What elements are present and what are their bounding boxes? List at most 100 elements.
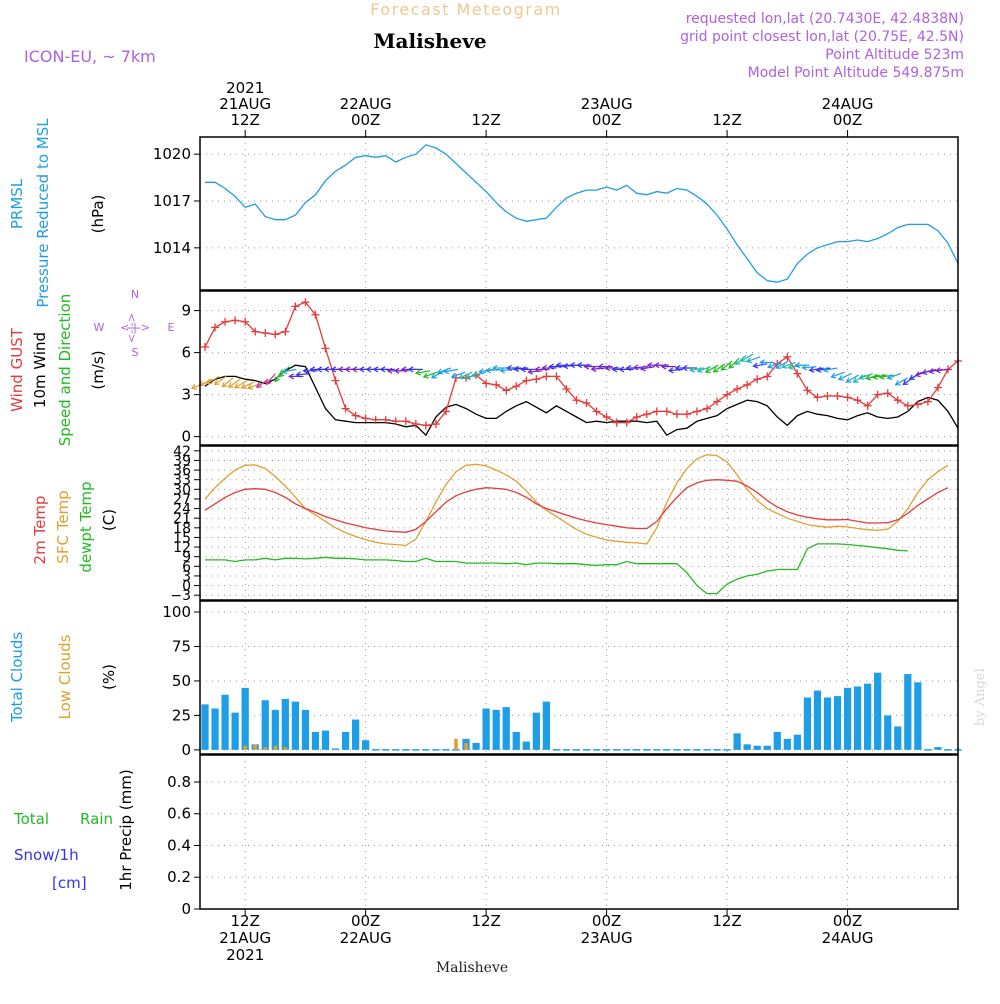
- wind-arrow-head: [407, 366, 414, 373]
- precip-label-snow: Snow/1h: [14, 846, 79, 864]
- wind-arrow: [740, 353, 754, 362]
- wind-arrow-head: [274, 376, 280, 383]
- total-cloud-bar: [522, 741, 530, 750]
- y-tick-label: 3: [181, 386, 191, 404]
- wind-arrow-head: [759, 359, 765, 366]
- credit-watermark: by Angel: [973, 668, 988, 726]
- wind-arrow: [746, 356, 761, 363]
- precip-label-cm: [cm]: [52, 874, 87, 892]
- wind-10m-series-line: [204, 364, 959, 437]
- wind-arrow-head: [527, 368, 534, 375]
- total-cloud-bar: [773, 731, 781, 750]
- wind-arrow: [713, 363, 726, 373]
- temp-label-sfc: SFC Temp: [54, 490, 72, 563]
- total-cloud-bar: [874, 672, 882, 750]
- y-tick-label: 30: [173, 482, 191, 498]
- frames-layer: [194, 130, 959, 916]
- time-label-bottom: 00Z: [351, 912, 380, 930]
- y-tick-label: −3: [170, 588, 191, 604]
- low-cloud-bar: [253, 744, 258, 750]
- compass-e: E: [168, 321, 175, 334]
- wind-arrow: [222, 377, 234, 388]
- time-label-top: 00Z: [833, 111, 862, 129]
- wind-arrow-head: [295, 371, 302, 378]
- total-cloud-bar: [743, 744, 751, 750]
- total-cloud-bar: [914, 682, 922, 750]
- wind-arrow: [199, 378, 213, 386]
- time-label-top: 23AUG: [581, 95, 633, 113]
- total-cloud-bar: [221, 694, 229, 750]
- pressure-label-prmsl: PRMSL: [8, 178, 26, 229]
- y-tick-label: 50: [172, 672, 191, 690]
- y-tick-label: 9: [181, 302, 191, 320]
- total-cloud-bar: [753, 745, 761, 750]
- grid-layer: [200, 137, 958, 910]
- time-label-bottom: 00Z: [833, 912, 862, 930]
- wind-arrow-head: [485, 367, 491, 374]
- wind-arrow-head: [858, 374, 865, 380]
- compass-arrow-v: <-|->: [125, 313, 138, 343]
- y-tick-label: 0: [181, 428, 191, 446]
- requested-coords: requested lon,lat (20.7430E, 42.4838N): [686, 11, 964, 27]
- total-cloud-bar: [853, 686, 862, 750]
- temp-label-dewpt: dewpt Temp: [77, 481, 95, 572]
- total-cloud-bar: [763, 745, 771, 750]
- y-tick-label: 25: [172, 706, 191, 724]
- wind-arrow-head: [646, 362, 653, 369]
- total-cloud-bar: [813, 690, 822, 750]
- wind-arrow-head: [240, 383, 247, 390]
- cloud-label-total: Total Clouds: [8, 632, 26, 724]
- wind-arrow-head: [309, 366, 316, 373]
- wind-arrow-head: [351, 366, 358, 373]
- y-tick-label: 15: [173, 530, 191, 546]
- wind-arrow: [423, 371, 438, 378]
- wind-arrow: [720, 360, 733, 371]
- 2m-temp-series-line: [204, 479, 949, 533]
- wind-arrow: [444, 368, 459, 373]
- cloud-unit: (%): [100, 664, 118, 690]
- wind-arrow-head: [430, 373, 437, 379]
- total-cloud-bar: [301, 709, 310, 750]
- total-cloud-bar: [281, 698, 289, 750]
- y-tick-label: 0.6: [167, 805, 191, 823]
- precip-label-total: Total: [13, 810, 49, 828]
- total-cloud-bar: [271, 709, 279, 750]
- wind-arrow-head: [213, 379, 220, 386]
- wind-arrow-head: [278, 371, 285, 378]
- wind-arrow-head: [745, 357, 753, 364]
- wind-arrow: [416, 370, 431, 374]
- y-tick-label: 0.4: [167, 836, 191, 854]
- wind-arrow-head: [541, 364, 548, 372]
- time-label-bottom: 12Z: [471, 912, 500, 930]
- wind-arrow-head: [548, 363, 555, 370]
- wind-arrow-head: [534, 366, 540, 373]
- total-cloud-bar: [331, 748, 340, 750]
- time-label-top: 21AUG: [219, 95, 271, 113]
- y-tick-label: 36: [173, 463, 191, 479]
- total-cloud-bar: [211, 708, 219, 750]
- pressure-unit: (hPa): [89, 195, 107, 234]
- total-cloud-bar: [472, 742, 480, 750]
- low-cloud-bar: [283, 747, 288, 750]
- y-tick-label: 42: [173, 444, 191, 460]
- total-cloud-bar: [482, 708, 490, 750]
- wind-arrow-head: [801, 364, 808, 371]
- wind-arrow-head: [597, 363, 604, 370]
- wind-arrow-head: [386, 367, 393, 374]
- wind-arrow-head: [506, 364, 512, 372]
- time-label-bottom: 21AUG: [219, 929, 271, 947]
- total-cloud-bar: [532, 712, 540, 750]
- wind-arrow: [823, 367, 838, 372]
- wind-arrow-head: [822, 366, 829, 373]
- wind-arrow: [591, 367, 606, 370]
- wind-arrow: [282, 368, 297, 373]
- wind-arrow: [831, 371, 845, 378]
- cloud-label-low: Low Clouds: [56, 634, 74, 719]
- gridpoint-coords: grid point closest lon,lat (20.75E, 42.5…: [680, 29, 964, 45]
- wind-arrow-head: [914, 371, 921, 378]
- wind-arrow-head: [921, 369, 928, 375]
- wind-arrow: [859, 373, 873, 379]
- wind-arrow-head: [734, 359, 741, 366]
- wind-arrow-head: [344, 366, 351, 373]
- total-cloud-bar: [904, 674, 912, 750]
